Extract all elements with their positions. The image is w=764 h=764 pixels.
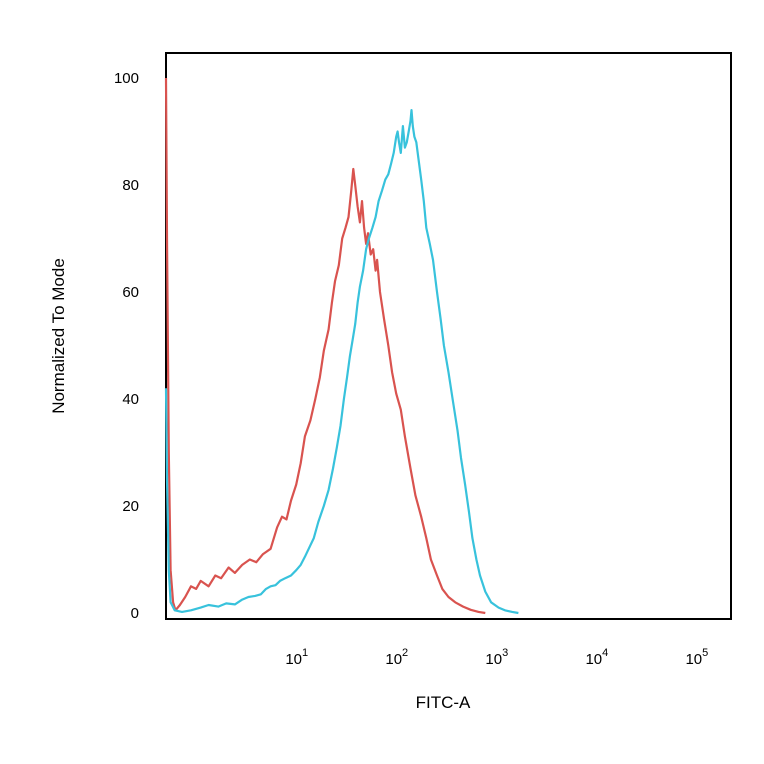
- x-axis-title: FITC-A: [416, 693, 471, 712]
- series-layer: [164, 77, 519, 615]
- y-tick-label: 80: [122, 177, 139, 194]
- y-tick-label: 100: [114, 70, 139, 87]
- x-tick-base: 10: [385, 651, 402, 668]
- x-axis-ticks: 101 102 103 104 105: [285, 647, 708, 668]
- histogram-series-line-2: [164, 109, 519, 615]
- x-tick-label: 105: [685, 647, 708, 668]
- plot-frame: [165, 52, 732, 620]
- y-tick-label: 60: [122, 284, 139, 301]
- x-tick-base: 10: [485, 651, 502, 668]
- x-tick-base: 10: [285, 651, 302, 668]
- y-axis-title: Normalized To Mode: [49, 258, 68, 414]
- histogram-series-line-1: [164, 77, 486, 615]
- x-tick-base: 10: [585, 651, 602, 668]
- y-tick-label: 20: [122, 498, 139, 515]
- x-tick-exponent: 5: [702, 647, 708, 659]
- x-tick-label: 101: [285, 647, 308, 668]
- x-tick-label: 103: [485, 647, 508, 668]
- x-tick-base: 10: [685, 651, 702, 668]
- y-tick-label: 0: [131, 605, 139, 622]
- x-tick-exponent: 4: [602, 647, 608, 659]
- x-tick-exponent: 3: [502, 647, 508, 659]
- x-tick-label: 104: [585, 647, 608, 668]
- y-tick-label: 40: [122, 391, 139, 408]
- x-tick-exponent: 2: [402, 647, 408, 659]
- x-tick-label: 102: [385, 647, 408, 668]
- x-tick-exponent: 1: [302, 647, 308, 659]
- y-axis-ticks: 0 20 40 60 80 100: [114, 70, 139, 622]
